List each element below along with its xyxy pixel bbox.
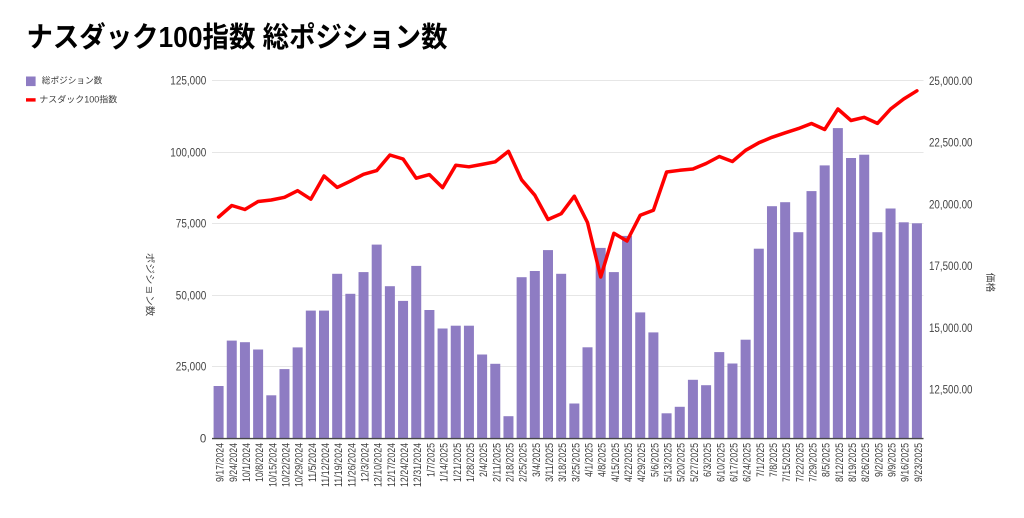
svg-text:5/27/2025: 5/27/2025 [689,443,701,482]
svg-text:8/26/2025: 8/26/2025 [860,443,872,482]
svg-text:100,000: 100,000 [170,148,206,160]
svg-text:2/25/2025: 2/25/2025 [518,443,530,482]
svg-text:総ポジション数: 総ポジション数 [42,76,103,86]
svg-text:50,000: 50,000 [176,291,207,303]
svg-text:25,000.00: 25,000.00 [929,76,973,88]
svg-text:6/17/2025: 6/17/2025 [728,443,740,482]
svg-text:4/15/2025: 4/15/2025 [610,443,622,482]
svg-text:8/12/2025: 8/12/2025 [834,443,846,482]
svg-text:2/4/2025: 2/4/2025 [478,443,490,477]
svg-text:価格: 価格 [984,273,999,293]
svg-text:17,500.00: 17,500.00 [929,261,973,273]
svg-text:12/3/2024: 12/3/2024 [360,443,372,482]
svg-text:11/26/2024: 11/26/2024 [346,443,358,487]
svg-text:9/16/2025: 9/16/2025 [900,443,912,482]
svg-text:6/10/2025: 6/10/2025 [715,443,727,482]
svg-text:12/10/2024: 12/10/2024 [373,443,385,487]
svg-text:7/8/2025: 7/8/2025 [768,443,780,477]
svg-text:11/5/2024: 11/5/2024 [307,443,319,482]
svg-text:10/29/2024: 10/29/2024 [294,443,306,487]
svg-text:5/20/2025: 5/20/2025 [676,443,688,482]
svg-text:ナスダック100指数: ナスダック100指数 [39,94,117,104]
svg-text:125,000: 125,000 [170,76,206,88]
svg-text:ナスダック100指数 総ポジション数: ナスダック100指数 総ポジション数 [27,22,448,54]
svg-text:15,000.00: 15,000.00 [929,323,973,335]
svg-text:12/17/2024: 12/17/2024 [386,443,398,487]
svg-text:10/8/2024: 10/8/2024 [254,443,266,482]
svg-text:11/19/2024: 11/19/2024 [333,443,345,487]
svg-text:10/1/2024: 10/1/2024 [241,443,253,482]
svg-text:25,000: 25,000 [176,362,207,374]
svg-text:9/2/2025: 9/2/2025 [873,443,885,477]
svg-text:1/7/2025: 1/7/2025 [425,443,437,477]
svg-text:6/24/2025: 6/24/2025 [742,443,754,482]
svg-text:5/6/2025: 5/6/2025 [649,443,661,477]
svg-text:3/25/2025: 3/25/2025 [570,443,582,482]
svg-text:9/17/2024: 9/17/2024 [215,443,227,482]
svg-text:20,000.00: 20,000.00 [929,199,973,211]
svg-text:8/19/2025: 8/19/2025 [847,443,859,482]
svg-text:4/29/2025: 4/29/2025 [636,443,648,482]
svg-text:1/14/2025: 1/14/2025 [439,443,451,482]
svg-text:7/29/2025: 7/29/2025 [808,443,820,482]
svg-text:4/8/2025: 4/8/2025 [597,443,609,477]
svg-text:8/5/2025: 8/5/2025 [821,443,833,477]
svg-text:7/1/2025: 7/1/2025 [755,443,767,477]
svg-text:22,500.00: 22,500.00 [929,138,973,150]
svg-text:12/24/2024: 12/24/2024 [399,443,411,487]
svg-text:2/11/2025: 2/11/2025 [491,443,503,482]
svg-text:2/18/2025: 2/18/2025 [505,443,517,482]
svg-text:12,500.00: 12,500.00 [929,385,973,397]
svg-text:9/23/2025: 9/23/2025 [913,443,925,482]
svg-text:7/22/2025: 7/22/2025 [794,443,806,482]
svg-text:3/11/2025: 3/11/2025 [544,443,556,482]
svg-text:10/15/2024: 10/15/2024 [267,443,279,487]
svg-text:7/15/2025: 7/15/2025 [781,443,793,482]
svg-text:9/24/2024: 9/24/2024 [228,443,240,482]
svg-text:1/28/2025: 1/28/2025 [465,443,477,482]
svg-text:12/31/2024: 12/31/2024 [412,443,424,487]
svg-text:10/22/2024: 10/22/2024 [281,443,293,487]
svg-text:4/1/2025: 4/1/2025 [584,443,596,477]
svg-text:9/9/2025: 9/9/2025 [887,443,899,477]
svg-text:3/4/2025: 3/4/2025 [531,443,543,477]
svg-text:75,000: 75,000 [176,219,207,231]
svg-text:ポジション数: ポジション数 [144,253,159,317]
svg-text:5/13/2025: 5/13/2025 [663,443,675,482]
svg-text:0: 0 [200,434,206,446]
svg-text:3/18/2025: 3/18/2025 [557,443,569,482]
svg-text:4/22/2025: 4/22/2025 [623,443,635,482]
svg-text:1/21/2025: 1/21/2025 [452,443,464,482]
svg-text:11/12/2024: 11/12/2024 [320,443,332,487]
svg-text:6/3/2025: 6/3/2025 [702,443,714,477]
